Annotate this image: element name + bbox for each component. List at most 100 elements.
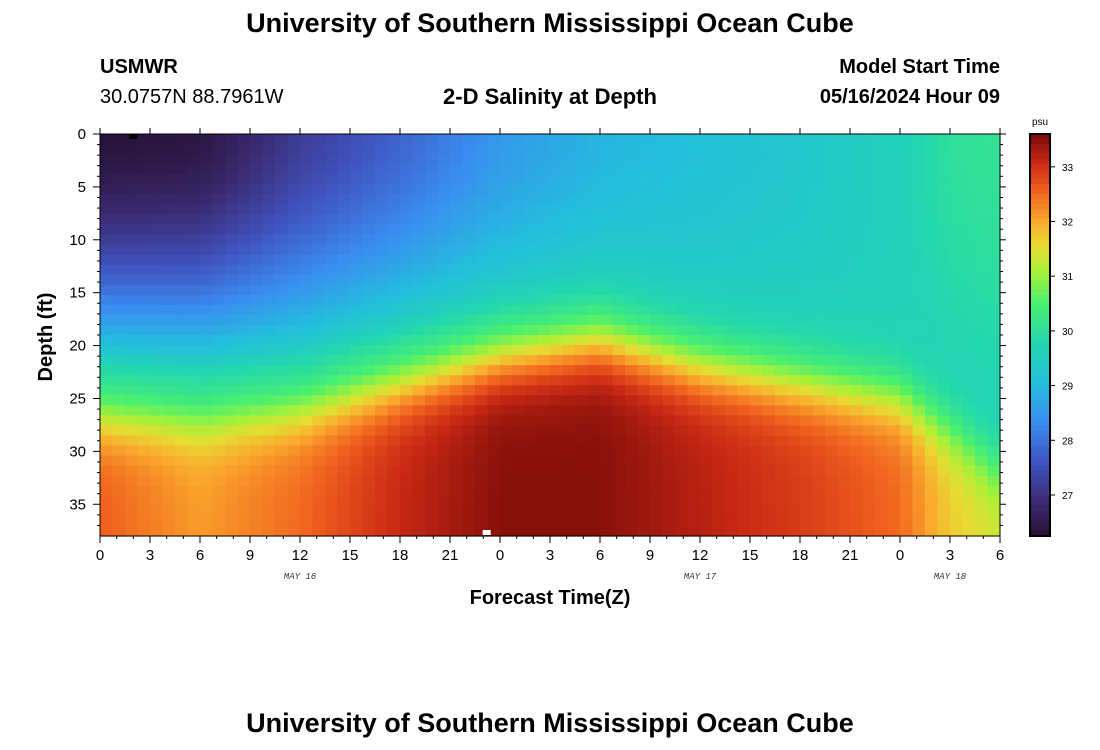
heatmap-cell [162,164,176,175]
heatmap-cell [587,455,601,467]
heatmap-cell [975,435,989,447]
heatmap-cell [750,505,764,517]
heatmap-cell [250,224,264,236]
heatmap-cell [700,515,714,527]
heatmap-cell [625,294,639,306]
heatmap-cell [200,304,214,316]
heatmap-cell [462,505,476,517]
heatmap-cell [750,455,764,467]
heatmap-cell [612,184,626,195]
heatmap-cell [637,274,651,286]
heatmap-cell [325,405,339,416]
heatmap-cell [587,274,601,286]
heatmap-cell [187,365,201,376]
heatmap-cell [225,264,239,276]
heatmap-cell [487,515,501,527]
heatmap-cell [187,425,201,437]
heatmap-cell [612,415,626,427]
y-tick-label: 35 [69,496,86,513]
heatmap-cell [475,525,489,537]
heatmap-cell [425,134,439,145]
heatmap-cell [500,355,514,366]
heatmap-cell [762,455,776,467]
heatmap-cell [162,385,176,396]
heatmap-cell [362,345,376,356]
heatmap-cell [925,495,939,507]
heatmap-cell [412,515,426,527]
heatmap-cell [900,244,914,256]
heatmap-cell [700,345,714,356]
heatmap-cell [825,525,839,537]
heatmap-cell [112,435,126,447]
heatmap-cell [987,335,1001,346]
heatmap-cell [262,495,276,507]
heatmap-cell [187,214,201,226]
heatmap-cell [200,144,214,155]
heatmap-cell [162,485,176,497]
heatmap-cell [800,204,814,215]
heatmap-cell [262,395,276,406]
heatmap-cell [962,304,976,316]
heatmap-cell [937,365,951,376]
heatmap-cell [100,335,114,346]
heatmap-cell [550,174,564,185]
heatmap-cell [350,134,364,145]
heatmap-cell [300,425,314,437]
heatmap-cell [950,214,964,226]
heatmap-cell [637,435,651,447]
heatmap-cell [475,194,489,205]
heatmap-cell [325,284,339,296]
heatmap-cell [300,194,314,205]
heatmap-cell [137,385,151,396]
heatmap-cell [975,365,989,376]
heatmap-cell [212,224,226,236]
heatmap-cell [887,385,901,396]
colorbar-segment [1030,329,1050,336]
heatmap-cell [637,405,651,416]
heatmap-cell [737,164,751,175]
heatmap-cell [862,525,876,537]
heatmap-cell [612,515,626,527]
heatmap-cell [375,355,389,366]
heatmap-cell [850,355,864,366]
heatmap-cell [550,485,564,497]
heatmap-cell [187,204,201,215]
heatmap-cell [237,475,251,487]
surface-marker [129,134,138,139]
heatmap-cell [412,184,426,195]
heatmap-cell [762,184,776,195]
heatmap-cell [175,264,189,276]
heatmap-cell [937,274,951,286]
heatmap-cell [825,345,839,356]
heatmap-cell [512,385,526,396]
heatmap-cell [200,164,214,175]
heatmap-cell [875,214,889,226]
heatmap-cell [562,345,576,356]
heatmap-cell [562,355,576,366]
heatmap-cell [575,174,589,185]
heatmap-cell [625,455,639,467]
heatmap-cell [412,244,426,256]
heatmap-cell [375,284,389,296]
heatmap-cell [487,244,501,256]
heatmap-cell [912,184,926,195]
heatmap-cell [337,495,351,507]
heatmap-cell [862,314,876,326]
heatmap-cell [275,304,289,316]
heatmap-cell [887,234,901,246]
heatmap-cell [612,174,626,185]
heatmap-cell [800,345,814,356]
heatmap-cell [287,214,301,226]
heatmap-cell [500,304,514,316]
heatmap-cell [500,345,514,356]
heatmap-cell [425,385,439,396]
heatmap-cell [937,284,951,296]
heatmap-cell [650,445,664,457]
heatmap-cell [325,324,339,336]
heatmap-cell [812,465,826,477]
heatmap-cell [725,264,739,276]
heatmap-cell [237,485,251,497]
heatmap-cell [787,254,801,266]
heatmap-cell [862,294,876,306]
heatmap-cell [687,254,701,266]
